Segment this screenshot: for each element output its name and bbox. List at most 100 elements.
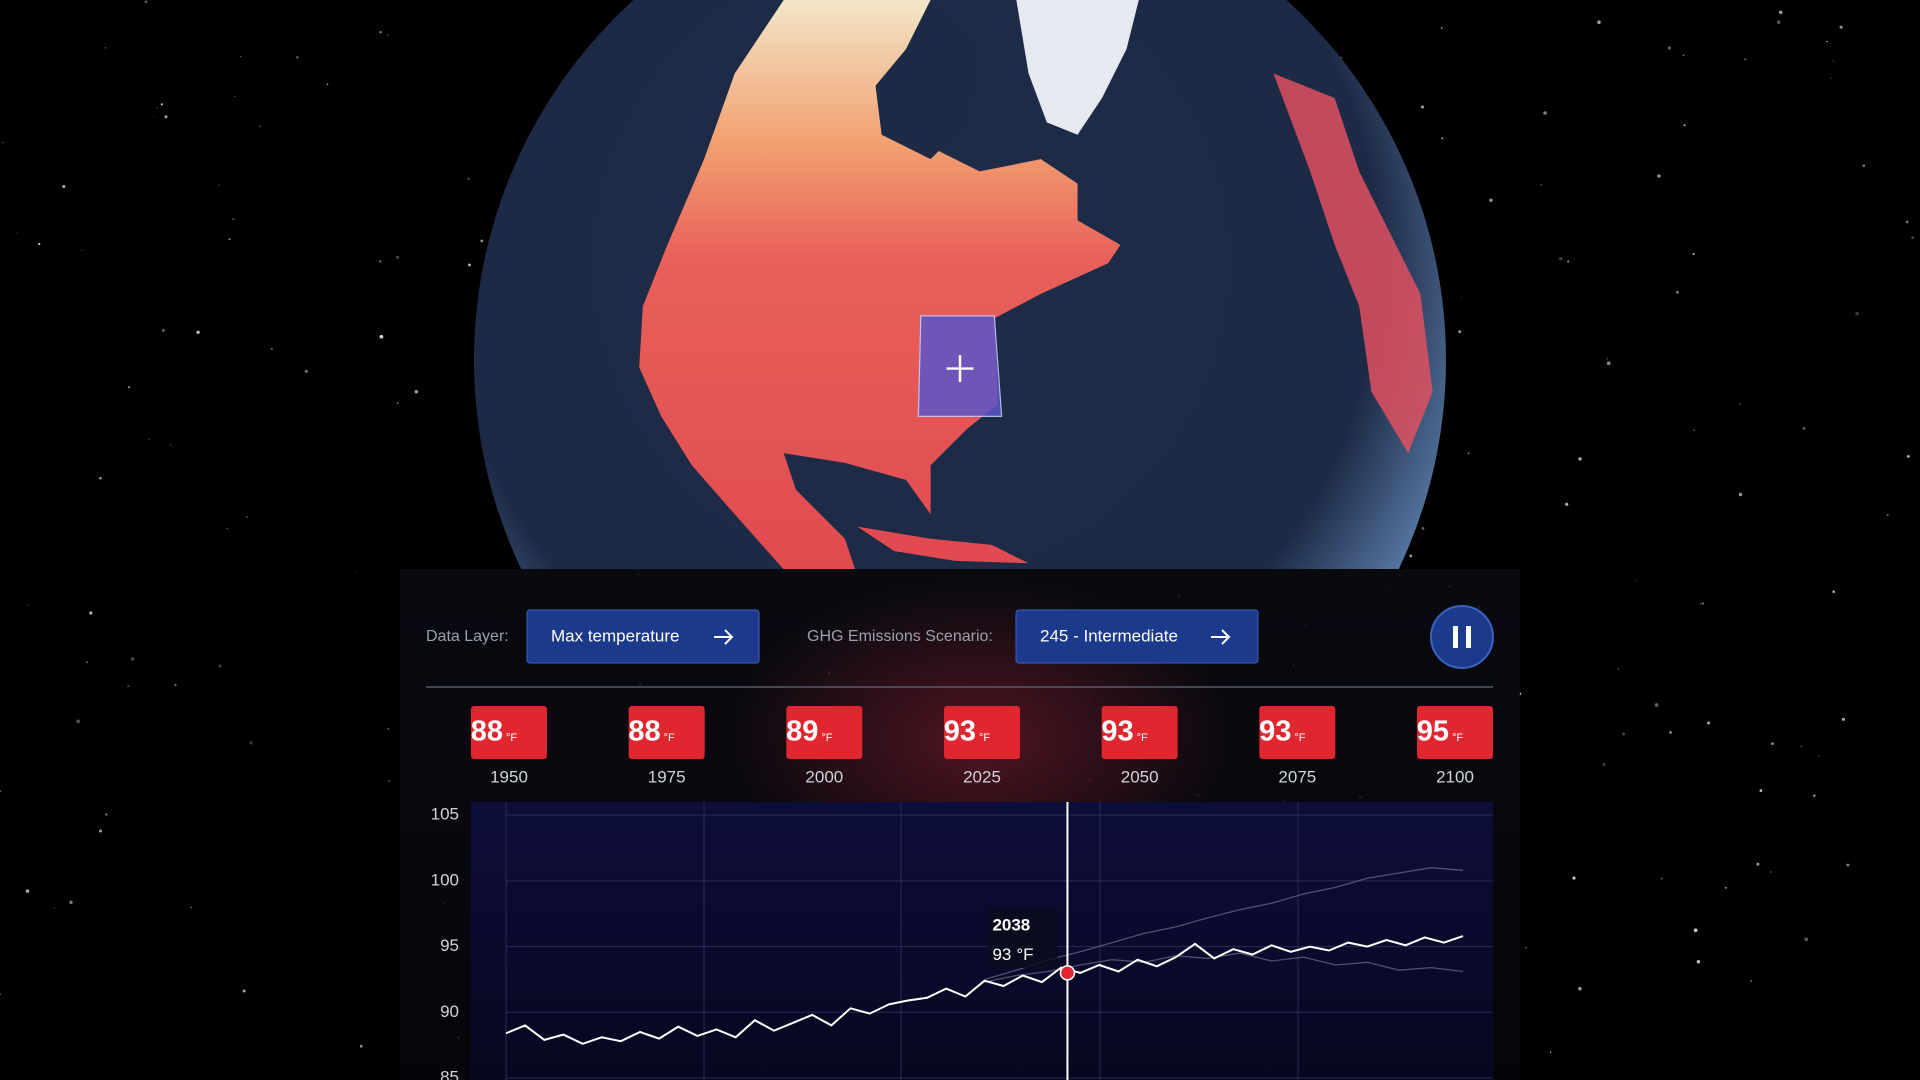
button-bg[interactable] xyxy=(526,609,760,664)
star xyxy=(228,238,231,241)
star xyxy=(99,477,102,480)
card-year: 2075 xyxy=(1278,767,1316,786)
star xyxy=(242,989,246,993)
star xyxy=(258,125,262,128)
star xyxy=(1744,58,1747,61)
star xyxy=(1776,20,1781,24)
star xyxy=(1839,25,1843,29)
star xyxy=(1683,124,1686,127)
arrow-icon xyxy=(1211,629,1231,645)
globe xyxy=(474,0,1446,569)
star xyxy=(1855,311,1859,316)
star xyxy=(174,683,177,687)
star xyxy=(1738,492,1743,497)
card-unit: °F xyxy=(506,732,517,744)
star xyxy=(1657,174,1661,178)
card-value: 89 xyxy=(786,716,818,748)
star xyxy=(1800,745,1803,748)
tooltip-number: 93 xyxy=(992,945,1011,964)
star xyxy=(196,330,200,334)
star xyxy=(1460,296,1462,299)
star xyxy=(76,719,80,724)
tooltip-bg xyxy=(987,907,1058,968)
pause-button[interactable] xyxy=(1430,605,1494,669)
star xyxy=(1,141,4,144)
data-layer-label: Data Layer: xyxy=(426,628,509,645)
caribbean xyxy=(857,526,1029,564)
pause-bg[interactable] xyxy=(1430,605,1494,669)
scenario-button[interactable]: 245 - Intermediate xyxy=(1015,609,1259,664)
star xyxy=(62,184,66,189)
star xyxy=(234,95,236,97)
summary-card: 88 °F 1950 xyxy=(471,706,547,786)
star xyxy=(0,790,2,793)
star xyxy=(27,604,29,606)
star xyxy=(1699,603,1702,605)
summary-card: 88 °F 1975 xyxy=(628,706,705,786)
star xyxy=(25,889,30,893)
card-year: 2050 xyxy=(1121,767,1159,786)
card-unit: °F xyxy=(979,732,990,744)
star xyxy=(240,55,242,57)
pause-icon xyxy=(1466,626,1471,648)
data-layer-value[interactable]: Max temperature xyxy=(551,626,680,645)
star xyxy=(1602,762,1606,767)
star xyxy=(1830,77,1832,80)
star xyxy=(232,218,235,221)
star xyxy=(1778,10,1783,15)
star xyxy=(153,116,155,118)
star xyxy=(1886,513,1889,516)
card-value: 88 xyxy=(628,716,660,748)
star xyxy=(1749,979,1753,983)
star xyxy=(1578,457,1582,461)
card-year: 2025 xyxy=(963,767,1001,786)
star xyxy=(480,239,484,243)
data-layer-button[interactable]: Max temperature xyxy=(526,609,760,664)
y-tick-label: 105 xyxy=(431,805,459,824)
star xyxy=(414,389,419,394)
star xyxy=(1832,590,1836,594)
star xyxy=(1676,290,1679,294)
star xyxy=(245,515,249,519)
card-unit: °F xyxy=(1294,732,1305,744)
continents xyxy=(639,0,1433,569)
star xyxy=(467,177,470,180)
button-bg[interactable] xyxy=(1015,609,1259,664)
star xyxy=(156,107,158,109)
star xyxy=(130,657,135,661)
series-line xyxy=(984,867,1464,981)
star xyxy=(1905,220,1909,224)
star xyxy=(1635,580,1637,582)
star xyxy=(1739,403,1742,406)
tooltip-year: 2038 xyxy=(992,915,1030,934)
star xyxy=(1724,886,1727,889)
star xyxy=(1578,986,1582,991)
star xyxy=(148,438,150,441)
y-tick-label: 95 xyxy=(440,936,459,955)
star xyxy=(1441,137,1444,140)
star xyxy=(217,184,220,187)
star xyxy=(1525,947,1527,949)
card-value: 88 xyxy=(471,716,503,748)
star xyxy=(1702,602,1704,605)
hudson-bay xyxy=(875,0,980,160)
selection-crosshair xyxy=(946,355,974,383)
series-line xyxy=(505,935,1464,1045)
star xyxy=(38,242,41,246)
star xyxy=(379,31,382,34)
star xyxy=(1606,361,1611,366)
summary-card: 93 °F 2050 xyxy=(1101,706,1178,786)
star xyxy=(1841,717,1845,721)
star xyxy=(164,115,168,119)
card-value: 93 xyxy=(1101,716,1133,748)
star xyxy=(1707,721,1711,725)
star xyxy=(326,83,329,86)
scenario-value[interactable]: 245 - Intermediate xyxy=(1040,626,1178,645)
star xyxy=(1421,105,1424,109)
card-value: 93 xyxy=(1259,716,1291,748)
star xyxy=(86,661,88,664)
card-bg xyxy=(786,706,863,759)
star xyxy=(1549,1051,1552,1054)
